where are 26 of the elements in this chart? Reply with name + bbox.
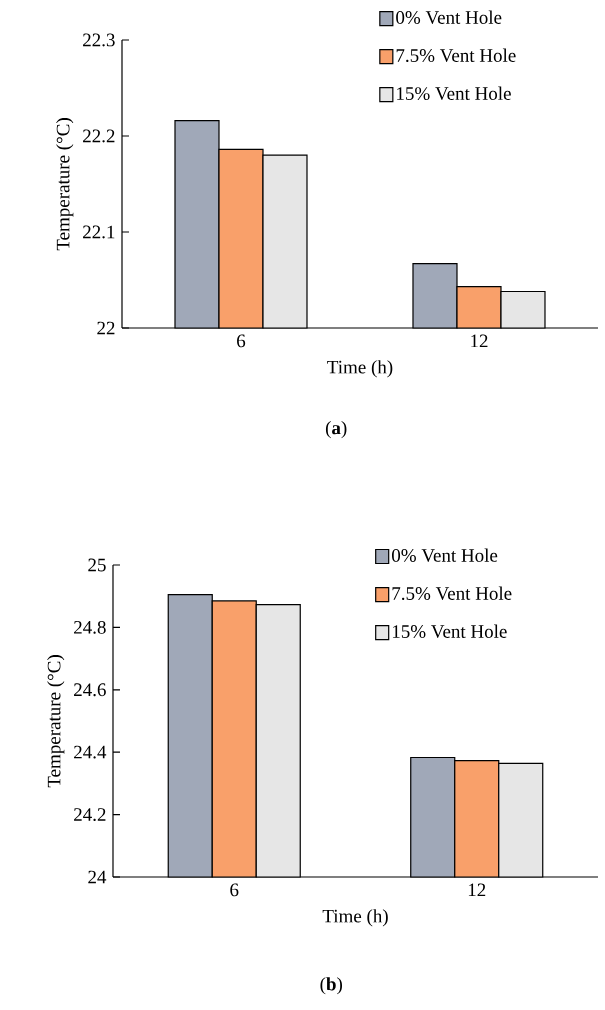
legend-label: 15% Vent Hole (392, 624, 507, 639)
text: (a) (325, 420, 347, 439)
x-tick-label: 12 (468, 883, 486, 897)
y-tick-label: 24 (88, 870, 107, 884)
y-axis-title: Temperature (°C) (56, 118, 74, 251)
x-axis-title: Time (h) (327, 360, 393, 378)
legend-label: 7.5% Vent Hole (392, 586, 512, 600)
text: (b) (320, 977, 343, 995)
legend-label: 7.5% Vent Hole (396, 48, 516, 63)
x-tick-label: 12 (471, 334, 488, 348)
y-tick-label: 25 (88, 558, 106, 572)
x-tick-label: 6 (237, 334, 246, 348)
y-axis-title: Temperature (°C) (47, 655, 65, 788)
y-tick-label: 24.6 (74, 683, 106, 697)
y-tick-label: 22.2 (83, 129, 115, 143)
x-tick-label: 6 (230, 883, 239, 897)
legend-label: 0% Vent Hole (392, 548, 498, 562)
y-tick-label: 22.3 (83, 33, 115, 47)
y-tick-label: 24.2 (74, 808, 106, 822)
y-tick-label: 22 (97, 321, 115, 335)
y-tick-label: 24.8 (74, 620, 106, 634)
y-tick-label: 24.4 (74, 745, 107, 759)
x-axis-title: Time (h) (322, 909, 388, 927)
y-tick-label: 22.1 (83, 225, 115, 239)
legend-label: 0% Vent Hole (396, 10, 502, 24)
legend-label: 15% Vent Hole (397, 86, 511, 101)
